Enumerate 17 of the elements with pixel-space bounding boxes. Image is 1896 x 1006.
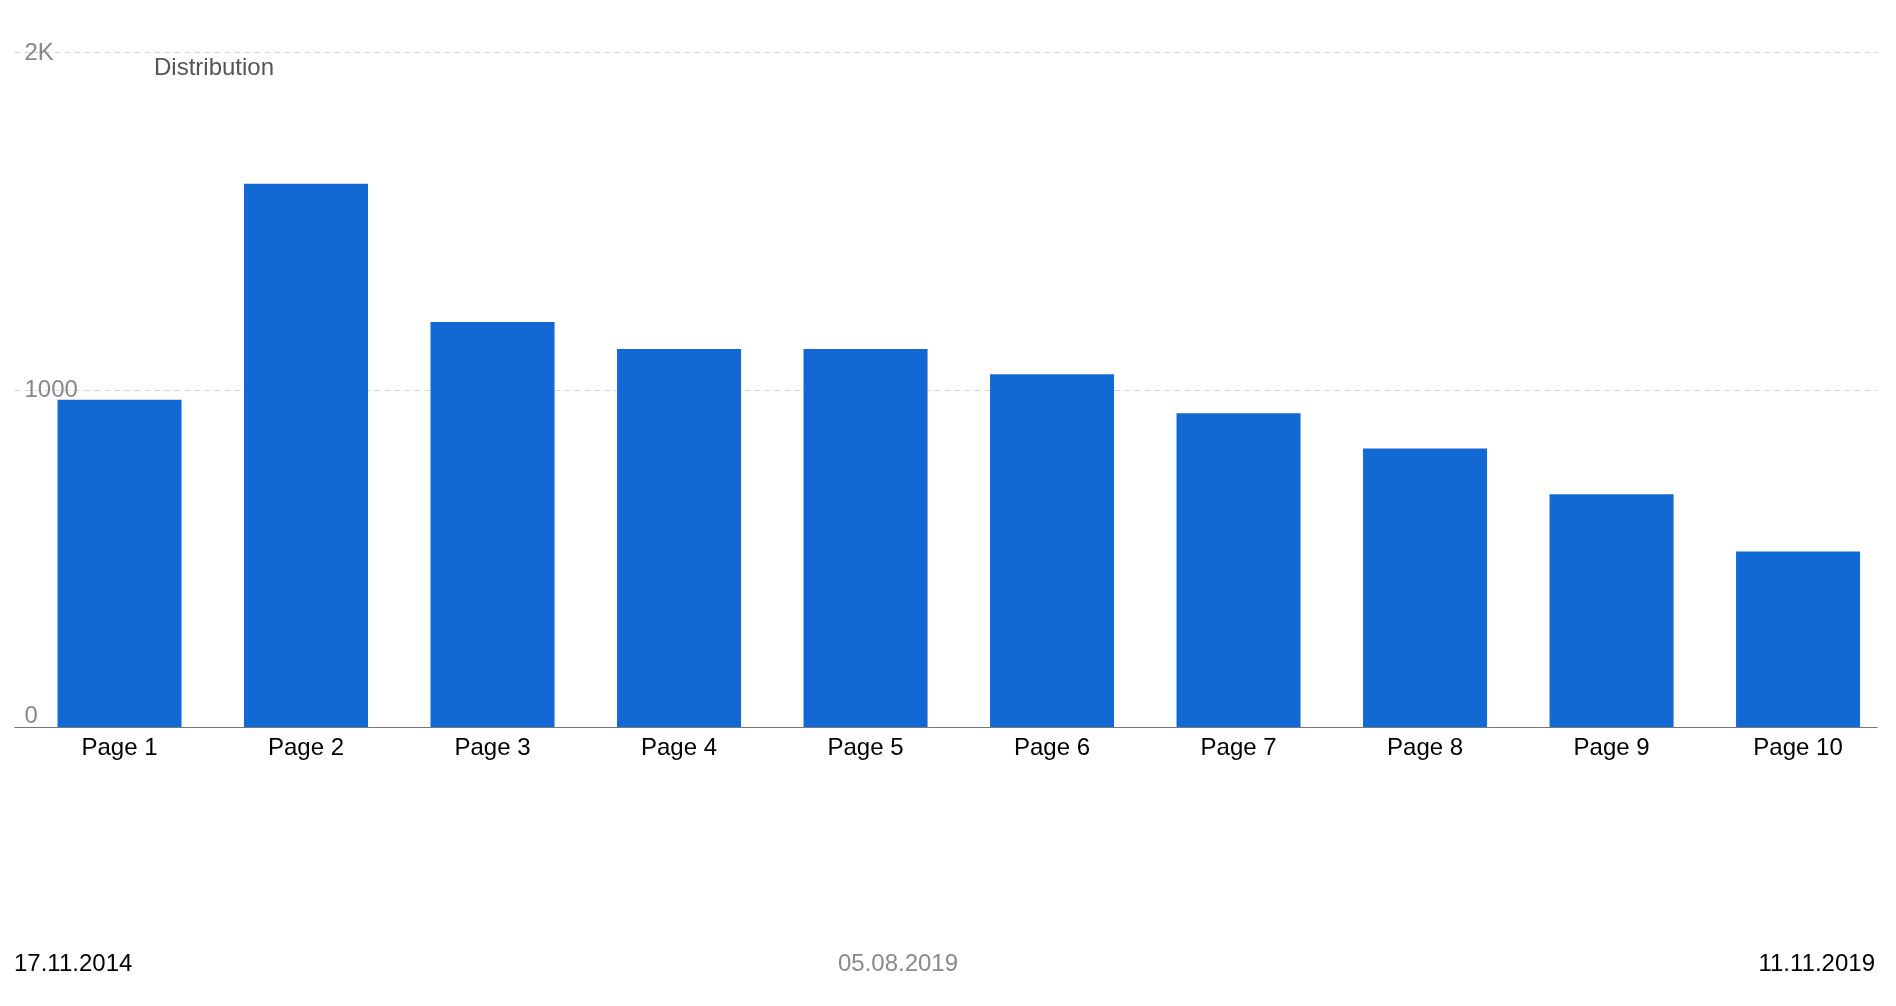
x-tick-label: Page 9 — [1573, 732, 1650, 760]
y-tick-label: 2K — [24, 37, 54, 65]
x-tick-label: Page 10 — [1753, 732, 1843, 760]
x-tick-label: Page 4 — [641, 732, 718, 760]
x-tick-label: Page 8 — [1387, 732, 1464, 760]
y-tick-label: 1000 — [24, 375, 78, 402]
x-tick-label: Page 6 — [1014, 732, 1091, 760]
text: 11.11.2019 — [1758, 949, 1875, 976]
x-tick-label: Page 5 — [827, 732, 904, 760]
text: 05.08.2019 — [837, 949, 959, 976]
x-tick-label: Page 2 — [267, 732, 345, 760]
y-tick-label: 0 — [24, 700, 38, 728]
text: 17.11.2014 — [14, 949, 133, 976]
annotation: Distribution — [154, 53, 275, 80]
x-tick-label: Page 1 — [81, 732, 158, 760]
x-tick-label: Page 7 — [1200, 732, 1277, 760]
x-tick-label: Page 3 — [454, 732, 531, 760]
